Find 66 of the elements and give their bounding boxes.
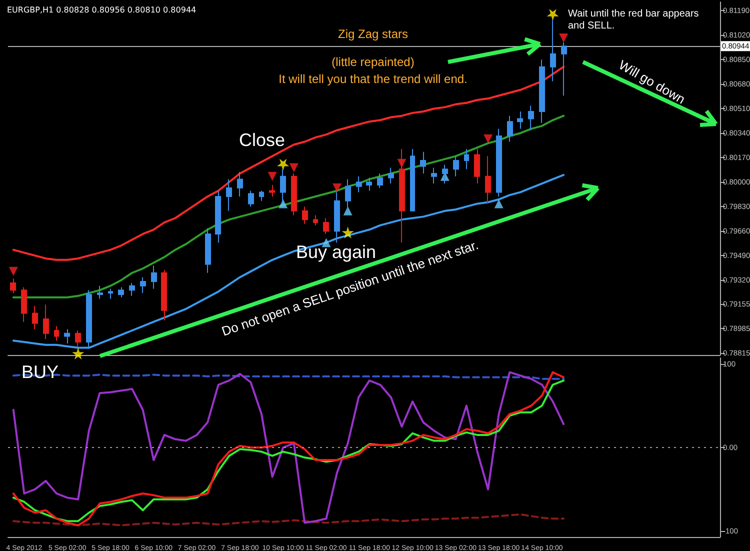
candlestick: [377, 172, 383, 188]
line-series: [12, 513, 565, 526]
candlestick: [431, 167, 437, 184]
candlestick: [43, 304, 49, 340]
point: [277, 158, 290, 171]
candlestick: [539, 59, 545, 124]
candlestick: [118, 286, 124, 298]
candlestick: [485, 156, 491, 204]
point: [343, 206, 352, 216]
candlestick: [313, 214, 318, 226]
candlestick: [356, 176, 362, 193]
candlestick: [474, 148, 480, 184]
candlestick: [496, 128, 502, 198]
candlestick: [410, 148, 415, 212]
point: [268, 172, 277, 181]
candlestick: [226, 178, 232, 212]
candlestick: [269, 184, 275, 198]
candlestick: [453, 156, 459, 177]
candlestick: [64, 328, 70, 344]
candlestick: [86, 290, 92, 348]
annotation: Will go down: [616, 57, 688, 107]
candlestick: [215, 190, 221, 244]
candlestick: [528, 105, 534, 131]
annotation: (little repainted): [332, 55, 414, 69]
candlestick: [54, 326, 59, 342]
point: [332, 183, 342, 192]
candlestick: [302, 206, 308, 224]
candlestick: [205, 228, 211, 274]
annotation: Buy again: [296, 242, 376, 262]
annotation: Close: [238, 130, 286, 150]
annotation: It will tell you that the trend will end.: [278, 72, 468, 86]
candlestick: [442, 164, 448, 184]
candlestick: [550, 18, 556, 82]
annotation: Wait until the red bar appears and SELL.: [568, 8, 702, 32]
candlestick: [291, 172, 297, 216]
point: [8, 266, 18, 276]
candlestick: [161, 269, 167, 321]
candlestick: [10, 278, 16, 294]
point: [72, 348, 84, 360]
candlestick: [129, 282, 135, 296]
candlestick: [323, 218, 329, 234]
candlestick: [97, 285, 103, 300]
candlestick: [248, 190, 254, 208]
candlestick: [464, 148, 469, 170]
point: [559, 34, 568, 43]
candlestick: [507, 115, 513, 142]
candlestick: [388, 167, 394, 184]
candlestick: [108, 288, 113, 300]
point: [278, 199, 288, 208]
point: [342, 226, 354, 239]
point: [289, 163, 298, 172]
annotation: Zig Zag stars: [338, 27, 408, 41]
candlestick: [259, 190, 264, 202]
candlestick: [517, 111, 523, 130]
candlestick: [366, 177, 372, 192]
point: [484, 134, 493, 144]
text: EURGBP,H1 0.80828 0.80956 0.80810 0.80944: [7, 6, 196, 14]
point: [546, 8, 559, 21]
candlestick: [32, 306, 38, 330]
candlestick: [237, 172, 243, 198]
point: [494, 199, 504, 208]
candlestick: [21, 286, 27, 322]
candlestick: [75, 330, 81, 347]
candlestick: [151, 265, 157, 290]
candlestick: [420, 151, 426, 174]
candlestick: [140, 276, 146, 294]
